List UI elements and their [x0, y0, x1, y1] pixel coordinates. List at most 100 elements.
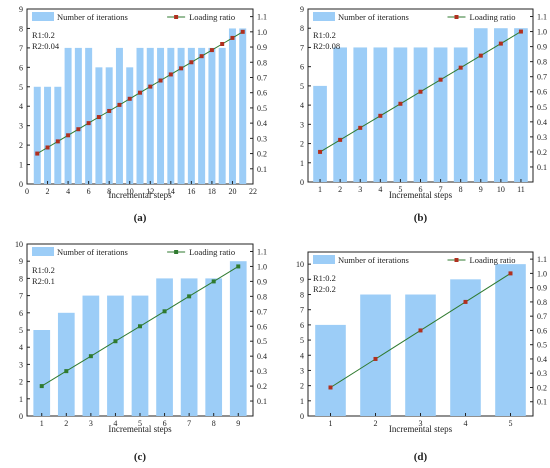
y2-tick-label: 0.6 [257, 322, 267, 331]
bar [393, 47, 408, 182]
annotation-r1: R1:0.2 [313, 30, 336, 40]
x-tick-label: 18 [208, 187, 216, 196]
bar [33, 330, 51, 416]
loading-ratio-marker [418, 328, 423, 333]
x-tick-label: 8 [459, 185, 463, 194]
loading-ratio-marker [113, 339, 118, 344]
y2-tick-label: 0.7 [537, 73, 547, 82]
bar [85, 47, 93, 185]
x-tick-label: 5 [138, 419, 142, 428]
panel-label: (d) [414, 451, 428, 463]
x-tick-label: 22 [249, 187, 257, 196]
y2-tick-label: 0.6 [537, 88, 547, 97]
bar [413, 47, 428, 182]
y-tick-label: 5 [19, 83, 23, 92]
loading-ratio-marker [211, 279, 216, 284]
legend-swatch-iterations [32, 12, 54, 21]
loading-ratio-marker [318, 149, 323, 154]
annotation-r1: R1:0.2 [32, 30, 55, 40]
y2-tick-label: 0.5 [257, 337, 267, 346]
x-tick-label: 4 [464, 419, 468, 428]
y2-tick-label: 0.4 [257, 119, 267, 128]
annotation-r2: R2:0.04 [32, 41, 60, 51]
y2-tick-label: 0.7 [257, 73, 267, 82]
x-tick-label: 8 [212, 419, 216, 428]
bar [115, 47, 123, 185]
x-tick-label: 6 [163, 419, 167, 428]
loading-ratio-marker [518, 29, 523, 34]
y-tick-label: 1 [300, 159, 304, 168]
legend-marker-loading [454, 15, 459, 19]
bar [180, 278, 198, 416]
y-tick-label: 6 [19, 309, 23, 318]
y-tick-label: 7 [300, 306, 304, 315]
x-tick-label: 2 [64, 419, 68, 428]
bar [360, 294, 391, 416]
bar [105, 67, 113, 184]
x-tick-label: 10 [126, 187, 134, 196]
loading-ratio-marker [55, 139, 60, 144]
y-tick-label: 4 [19, 343, 23, 352]
y-tick-label: 8 [19, 24, 23, 33]
x-tick-label: 4 [113, 419, 117, 428]
loading-ratio-marker [508, 271, 513, 276]
loading-ratio-marker [88, 354, 93, 359]
x-tick-label: 9 [479, 185, 483, 194]
loading-ratio-marker [338, 137, 343, 142]
x-tick-label: 20 [228, 187, 236, 196]
x-tick-label: 11 [517, 185, 525, 194]
y-tick-label: 7 [19, 292, 23, 301]
loading-ratio-marker [162, 309, 167, 314]
bar [177, 47, 185, 185]
loading-ratio-marker [117, 102, 122, 107]
loading-ratio-marker [76, 127, 81, 132]
loading-ratio-marker [378, 113, 383, 118]
x-tick-label: 8 [107, 187, 111, 196]
x-tick-label: 2 [374, 419, 378, 428]
legend-label-iterations: Number of iterations [338, 255, 409, 265]
y-tick-label: 6 [300, 321, 304, 330]
y-tick-label: 0 [300, 178, 304, 187]
x-tick-label: 9 [236, 419, 240, 428]
bar [146, 47, 154, 185]
legend-label-loading: Loading ratio [470, 255, 516, 265]
panel-c: 0 1 2 3 4 5 6 7 8 9 10 0.1 0.2 0.3 0.4 0.5 0.6 0.7 0.8 0.9 1… [15, 240, 267, 463]
loading-ratio-marker [458, 65, 463, 70]
loading-ratio-marker [168, 72, 173, 77]
loading-ratio-marker [138, 90, 142, 95]
loading-ratio-marker [463, 299, 468, 304]
y-tick-label: 3 [300, 366, 304, 375]
bar [54, 86, 62, 184]
y-tick-label: 5 [300, 336, 304, 345]
bar [494, 28, 508, 182]
loading-ratio-marker [236, 264, 241, 269]
bar [107, 295, 124, 416]
y2-tick-label: 0.8 [537, 298, 547, 307]
y-tick-label: 5 [300, 82, 304, 91]
y-tick-label: 6 [300, 63, 304, 72]
bar [453, 47, 468, 182]
bar [131, 295, 149, 416]
y-tick-label: 9 [19, 5, 23, 14]
y-tick-label: 1 [19, 395, 23, 404]
annotation-r2: R2:0.2 [313, 284, 336, 294]
y2-tick-label: 0.7 [537, 312, 547, 321]
y2-tick-label: 0.9 [537, 284, 547, 293]
bar [187, 47, 195, 185]
y2-tick-label: 0.4 [537, 355, 547, 364]
y2-tick-label: 0.8 [257, 58, 267, 67]
loading-ratio-marker [86, 121, 91, 126]
y-tick-label: 1 [19, 161, 23, 170]
y-tick-label: 4 [300, 351, 304, 360]
panel-d: 0 1 2 3 4 5 6 7 8 9 10 0.1 0.2 0.3 0.4 0.5 0.6 0.7 0.8 0.9 1… [296, 251, 547, 463]
y2-tick-label: 0.5 [537, 103, 547, 112]
x-tick-label: 10 [497, 185, 505, 194]
loading-ratio-marker [39, 384, 44, 389]
bar [44, 86, 52, 184]
bar [473, 28, 488, 182]
x-tick-label: 3 [89, 419, 93, 428]
y2-tick-label: 0.1 [257, 397, 267, 406]
y2-tick-label: 0.3 [257, 134, 267, 143]
bar [239, 28, 247, 185]
bar [64, 47, 72, 185]
